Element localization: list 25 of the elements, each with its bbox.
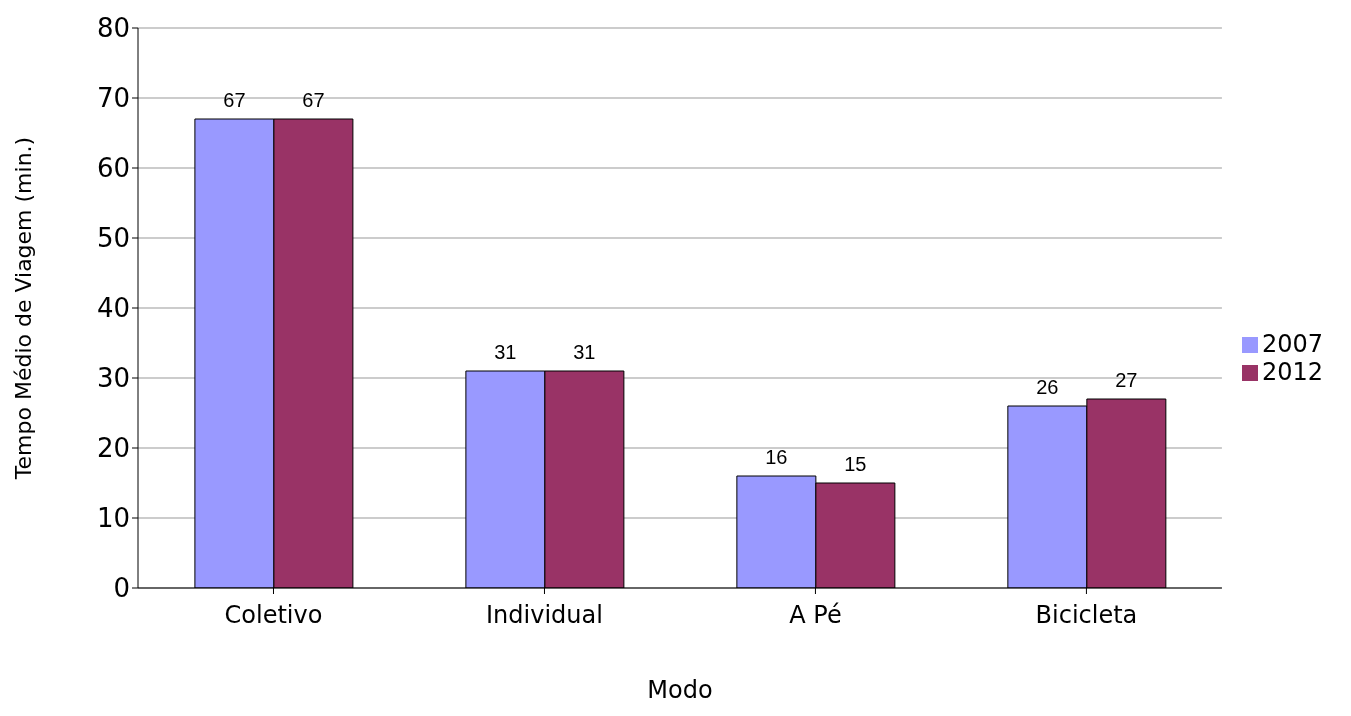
legend-label: 2007: [1261, 330, 1323, 358]
data-label: 16: [765, 446, 788, 468]
y-tick-label: 70: [96, 83, 130, 114]
x-tick-label: A Pé: [789, 601, 842, 630]
y-tick-label: 20: [96, 433, 130, 464]
y-tick-label: 0: [113, 573, 130, 604]
x-tick-label: Bicicleta: [1035, 601, 1138, 630]
x-tick-label: Coletivo: [224, 601, 323, 630]
y-tick-label: 40: [96, 293, 130, 324]
y-axis-title: Tempo Médio de Viagem (min.): [10, 136, 36, 481]
legend-label: 2012: [1261, 358, 1323, 386]
data-label: 67: [223, 89, 246, 111]
data-label: 26: [1036, 376, 1059, 398]
y-tick-label: 80: [96, 13, 130, 44]
data-label: 31: [573, 341, 596, 363]
y-tick-label: 50: [96, 223, 130, 254]
data-label: 67: [302, 89, 325, 111]
data-label: 15: [844, 453, 867, 475]
y-tick-label: 10: [96, 503, 130, 534]
x-axis-title: Modo: [647, 676, 713, 704]
y-tick-label: 30: [96, 363, 130, 394]
x-tick-label: Individual: [486, 601, 603, 630]
data-label: 27: [1115, 369, 1138, 391]
data-label: 31: [494, 341, 517, 363]
y-tick-label: 60: [96, 153, 130, 184]
